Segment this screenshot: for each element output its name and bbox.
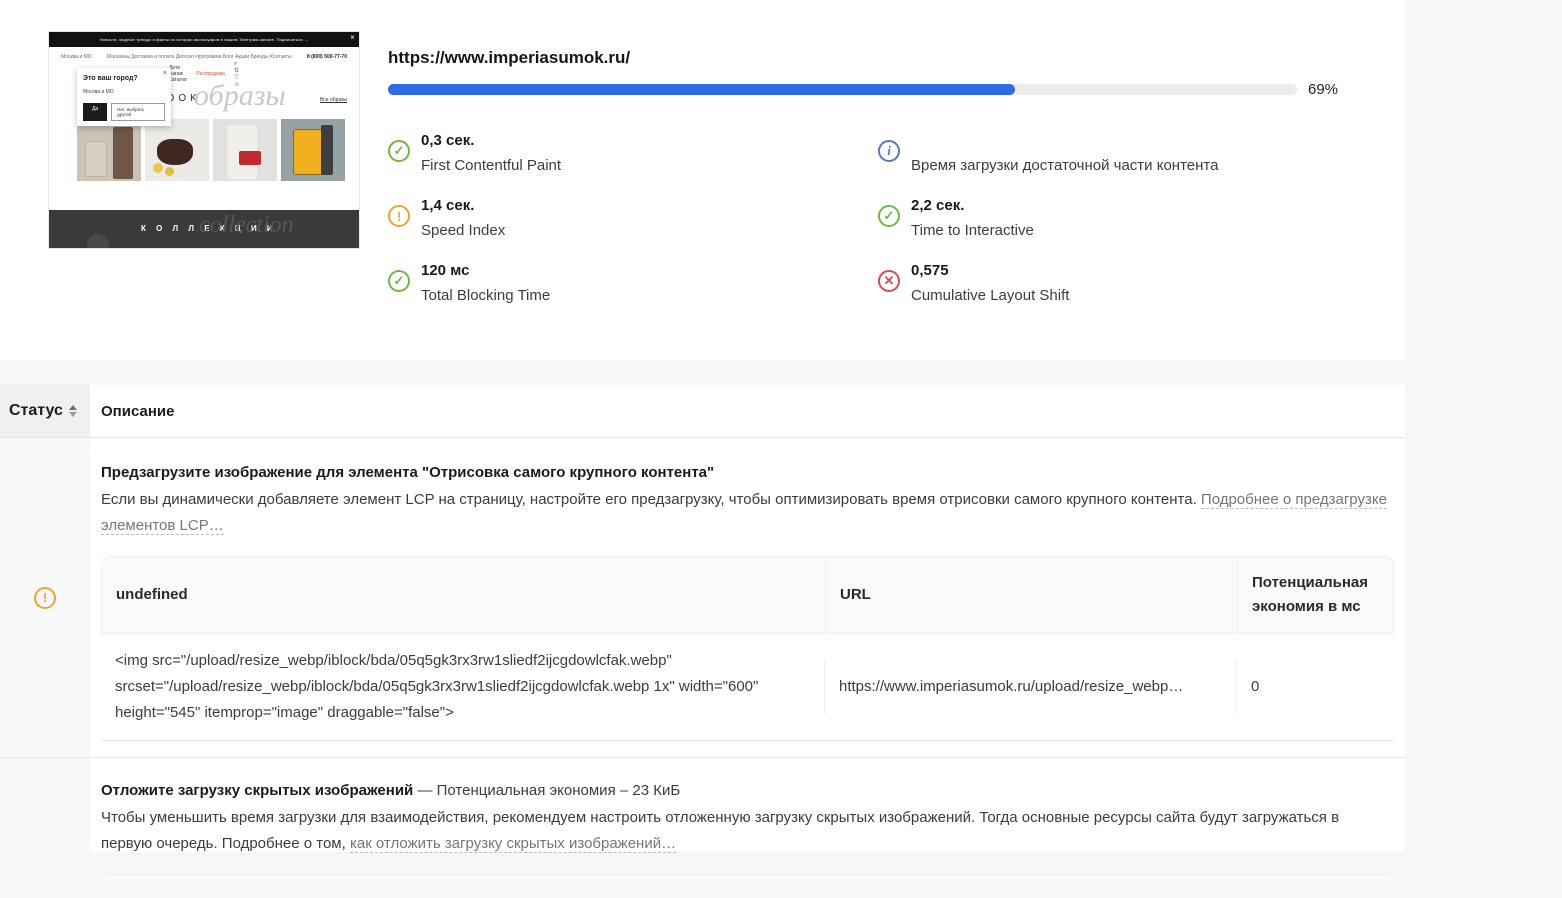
thumb-collection-logo [87,234,109,248]
metric-label: Total Blocking Time [421,287,551,304]
error-circle-icon: ✕ [878,270,900,292]
finding-title: Предзагрузите изображение для элемента "… [101,464,715,481]
metric-speed-index: ! 1,4 сек. Speed Index [388,197,858,239]
row-description-cell: Отложите загрузку скрытых изображений — … [90,758,1405,898]
thumb-collections-band: К О Л Л Е К Ц И И collection [49,210,359,248]
metric-total-blocking-time: ✓ 120 мс Total Blocking Time [388,262,858,304]
check-circle-icon: ✓ [878,205,900,227]
thumb-city-modal: × Это ваш город? Москва и МО Да Нет, выб… [77,68,171,126]
table-row: ! Предзагрузите изображение для элемента… [0,438,1405,758]
thumb-nav-links: Магазины Доставка и оплата Дисконт-прогр… [107,54,292,60]
thumb-hero-script: образы [194,79,286,112]
potential-savings-value: 0 [1236,660,1392,714]
column-header-description: Описание [101,402,175,420]
lazy-load-docs-link[interactable]: как отложить загрузку скрытых изображени… [349,835,677,853]
finding-body: Если вы динамически добавляете элемент L… [101,491,1387,535]
metric-value: 0,575 [911,262,949,279]
thumb-promo-banner: Новости, модные тренды и факты из истори… [49,32,359,47]
metric-value [911,132,1218,152]
thumb-collections-label: К О Л Л Е К Ц И И [141,224,277,233]
column-header-status[interactable]: Статус [0,385,90,437]
lcp-preload-docs-link[interactable]: Подробнее о предзагрузке элементов LCP… [101,491,1387,535]
finding-savings-suffix: — Потенциальная экономия – 23 КиБ [413,782,681,799]
element-code-snippet: <img src="/upload/resize_webp/iblock/bda… [115,652,759,721]
thumb-banner-text: Новости, модные тренды и факты из истори… [99,37,309,42]
report-summary-card: Новости, модные тренды и факты из истори… [0,0,1405,360]
metric-label: Время загрузки достаточной части контент… [911,157,1219,174]
sort-arrows-icon[interactable] [68,405,77,417]
thumb-all-looks-link: Все образы [319,97,347,103]
metric-content-load-time: i Время загрузки достаточной части конте… [878,132,1348,174]
table-row: Отложите загрузку скрытых изображений — … [0,758,1405,898]
thumb-geo-label: Москва и МО [61,54,92,60]
thumb-hero-look: LOOK [157,93,201,104]
metric-label: Speed Index [421,222,506,239]
metric-value: 2,2 сек. [911,197,965,214]
row-status-cell [0,758,90,898]
check-circle-icon: ✓ [388,270,410,292]
metric-cumulative-layout-shift: ✕ 0,575 Cumulative Layout Shift [878,262,1348,304]
tested-url: https://www.imperiasumok.ru/ [388,48,631,67]
thumb-product-image [77,119,141,181]
metric-first-contentful-paint: ✓ 0,3 сек. First Contentful Paint [388,132,858,174]
thumb-categories: Дети Багаж Каталог [169,65,188,83]
info-circle-icon[interactable]: i [878,140,900,162]
metric-value: 120 мс [421,262,470,279]
thumb-phone: 8 (800) 500-77-70 [306,54,347,60]
thumb-sale-link: Распродажа [196,71,225,77]
warning-circle-icon: ! [388,205,410,227]
thumb-product-image [281,119,345,181]
resource-url[interactable]: https://www.imperiasumok.ru/upload/resiz… [824,660,1236,714]
thumb-banner-close-icon: × [350,33,355,42]
thumb-modal-close-icon: × [162,70,167,77]
progress-bar-track [388,84,1297,95]
nested-table-row: <img src="/upload/resize_webp/iblock/bda… [101,634,1394,741]
warning-circle-icon: ! [34,586,56,609]
thumb-header-icons: ⌕ ⇅ ♡ ☺ [233,60,242,88]
metric-value: 1,4 сек. [421,197,475,214]
nested-table-header-partial [101,874,1394,882]
nested-col-savings: Потенциальная экономия в мс [1237,557,1393,633]
thumb-category-nav: Дети Багаж Каталог Распродажа ⌕ ⇅ ♡ ☺ [49,61,359,88]
check-circle-icon: ✓ [388,140,410,162]
table-header-row: Статус Описание [0,385,1405,438]
thumb-product-image [213,119,277,181]
finding-title: Отложите загрузку скрытых изображений — … [101,782,681,799]
nested-table-header: undefined URL Потенциальная экономия в м… [101,556,1394,634]
metric-label: Time to Interactive [911,222,1034,239]
thumb-modal-city: Москва и МО [83,89,114,95]
metric-label: First Contentful Paint [421,157,562,174]
site-screenshot-thumbnail[interactable]: Новости, модные тренды и факты из истори… [49,32,359,248]
metric-value: 0,3 сек. [421,132,475,149]
nested-col-undefined: undefined [116,586,188,603]
thumb-modal-no-button: Нет, выбрать другой [111,103,165,121]
thumb-hero: LOOK образы Все образы [49,79,359,117]
audit-findings-table: Статус Описание ! Предзагрузите изображе… [0,385,1405,898]
row-status-cell: ! [0,438,90,757]
thumb-collections-script: collection [199,212,294,238]
nested-col-url: URL [825,557,1237,633]
progress-percent-label: 69% [1308,81,1339,98]
finding-body: Чтобы уменьшить время загрузки для взаим… [101,809,1340,853]
progress-bar-fill [388,84,1016,95]
row-description-cell: Предзагрузите изображение для элемента "… [90,438,1405,757]
thumb-top-nav: Москва и МО Магазины Доставка и оплата Д… [49,47,359,67]
thumb-modal-yes-button: Да [83,103,108,121]
finding-detail-table: undefined URL Потенциальная экономия в м… [101,556,1394,741]
thumb-modal-title: Это ваш город? [83,75,138,82]
metric-label: Cumulative Layout Shift [911,287,1070,304]
metric-time-to-interactive: ✓ 2,2 сек. Time to Interactive [878,197,1348,239]
thumb-product-image [145,119,209,181]
thumb-product-strip: › [49,117,359,240]
